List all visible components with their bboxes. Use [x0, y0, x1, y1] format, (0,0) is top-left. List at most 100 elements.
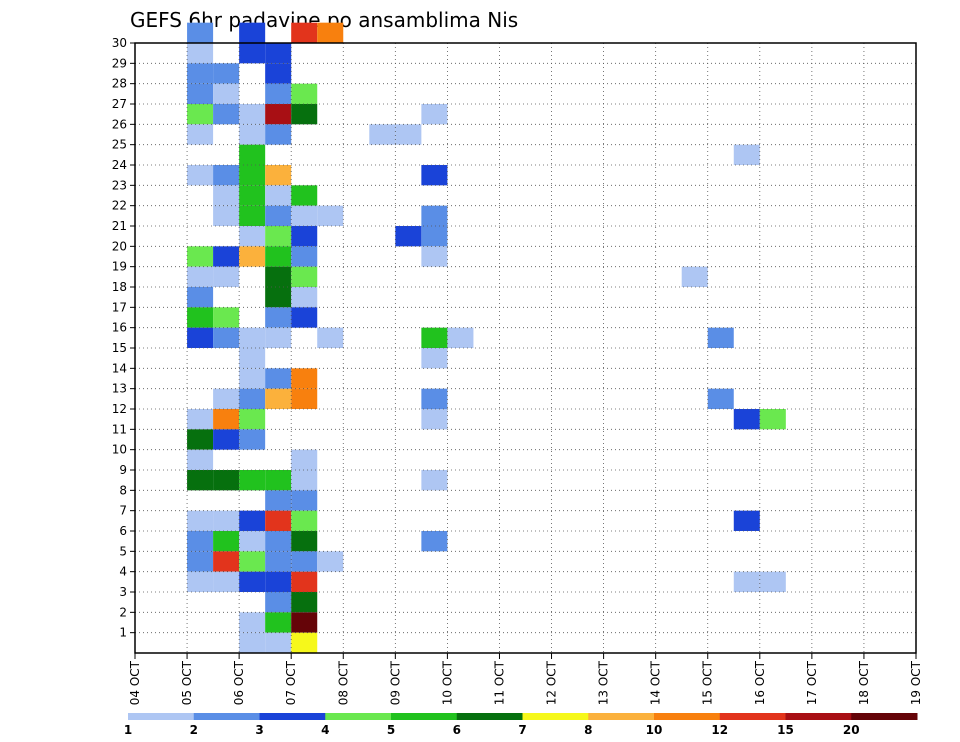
heatmap-cell: [421, 409, 448, 430]
y-tick-label: 30: [112, 36, 127, 50]
x-axis: 04 OCT 05 OCT 06 OCT 07 OCT 08 OCT 09 OCT 10 O…: [128, 653, 923, 705]
heatmap-cell: [239, 510, 266, 531]
heatmap-cell: [239, 409, 266, 430]
heatmap-cell: [239, 388, 266, 409]
colorbar-swatch: [654, 713, 721, 720]
heatmap-cell: [239, 43, 266, 64]
heatmap-cell: [291, 104, 318, 125]
heatmap-cell: [239, 205, 266, 226]
heatmap-cell: [265, 327, 292, 348]
colorbar-swatch: [719, 713, 786, 720]
heatmap-cell: [213, 571, 240, 592]
y-tick-label: 17: [112, 300, 127, 314]
x-tick-label: 19 OCT: [909, 660, 923, 705]
heatmap-cell: [187, 22, 214, 43]
heatmap-cell: [187, 510, 214, 531]
y-tick-label: 29: [112, 56, 127, 70]
x-tick-label: 04 OCT: [128, 660, 142, 705]
heatmap-cell: [291, 287, 318, 308]
heatmap-cell: [265, 470, 292, 491]
colorbar-swatch: [456, 713, 523, 720]
heatmap-cell: [291, 551, 318, 572]
heatmap-cell: [421, 531, 448, 552]
x-tick-label: 14 OCT: [649, 660, 663, 705]
heatmap-cell: [291, 22, 318, 43]
heatmap-cell: [213, 388, 240, 409]
heatmap-cell: [265, 592, 292, 613]
y-tick-label: 11: [112, 422, 127, 436]
heatmap-cell: [213, 327, 240, 348]
heatmap-cell: [239, 612, 266, 633]
heatmap-cell: [213, 510, 240, 531]
heatmap-cell: [265, 83, 292, 104]
colorbar-swatch: [325, 713, 392, 720]
heatmap-cell: [239, 429, 266, 450]
y-tick-label: 16: [112, 321, 127, 335]
heatmap-cell: [291, 592, 318, 613]
heatmap-cell: [213, 307, 240, 328]
heatmap-cell: [317, 22, 344, 43]
y-tick-label: 26: [112, 117, 127, 131]
y-tick-label: 20: [112, 239, 127, 253]
x-tick-label: 10 OCT: [440, 660, 454, 705]
heatmap-cell: [291, 185, 318, 206]
y-tick-label: 2: [119, 605, 127, 619]
heatmap-cell: [265, 510, 292, 531]
heatmap-cell: [187, 571, 214, 592]
x-tick-label: 12 OCT: [545, 660, 559, 705]
heatmap-cell: [733, 510, 760, 531]
colorbar-swatch: [522, 713, 589, 720]
colorbar-label: 10: [646, 723, 663, 737]
heatmap-cell: [291, 490, 318, 511]
colorbar-label: 15: [777, 723, 794, 737]
colorbar-label: 4: [321, 723, 329, 737]
heatmap-cell: [213, 246, 240, 267]
heatmap-cell: [681, 266, 708, 287]
colorbar-label: 12: [711, 723, 728, 737]
heatmap-cell: [213, 266, 240, 287]
heatmap-cell: [759, 409, 786, 430]
heatmap-cell: [187, 287, 214, 308]
colorbar-swatch: [259, 713, 326, 720]
y-tick-label: 15: [112, 341, 127, 355]
y-tick-label: 9: [119, 463, 127, 477]
heatmap-cell: [291, 205, 318, 226]
y-tick-label: 13: [112, 382, 127, 396]
heatmap-cell: [291, 307, 318, 328]
heatmap-cell: [265, 571, 292, 592]
heatmap-cell: [291, 368, 318, 389]
heatmap-cell: [421, 165, 448, 186]
y-tick-label: 21: [112, 219, 127, 233]
y-tick-label: 10: [112, 443, 127, 457]
y-tick-label: 5: [119, 544, 127, 558]
heatmap-cell: [421, 205, 448, 226]
heatmap-cell: [421, 226, 448, 247]
heatmap-cell: [187, 246, 214, 267]
heatmap-cell: [187, 43, 214, 64]
colorbar-label: 20: [843, 723, 860, 737]
heatmap-cell: [213, 409, 240, 430]
heatmap-cells: [187, 22, 786, 653]
heatmap-cell: [291, 388, 318, 409]
heatmap-cell: [265, 368, 292, 389]
heatmap-cell: [291, 449, 318, 470]
heatmap-cell: [239, 22, 266, 43]
y-tick-label: 28: [112, 77, 127, 91]
colorbar-swatch: [785, 713, 852, 720]
heatmap-cell: [187, 104, 214, 125]
heatmap-cell: [187, 327, 214, 348]
heatmap-cell: [265, 612, 292, 633]
heatmap-cell: [239, 185, 266, 206]
heatmap-cell: [265, 226, 292, 247]
heatmap-cell: [239, 144, 266, 165]
y-tick-label: 24: [112, 158, 127, 172]
heatmap-cell: [213, 63, 240, 84]
heatmap-cell: [239, 551, 266, 572]
heatmap-cell: [421, 388, 448, 409]
x-tick-label: 13 OCT: [597, 660, 611, 705]
x-tick-label: 05 OCT: [180, 660, 194, 705]
heatmap-cell: [239, 531, 266, 552]
heatmap-cell: [239, 226, 266, 247]
x-tick-label: 06 OCT: [232, 660, 246, 705]
heatmap-cell: [733, 571, 760, 592]
